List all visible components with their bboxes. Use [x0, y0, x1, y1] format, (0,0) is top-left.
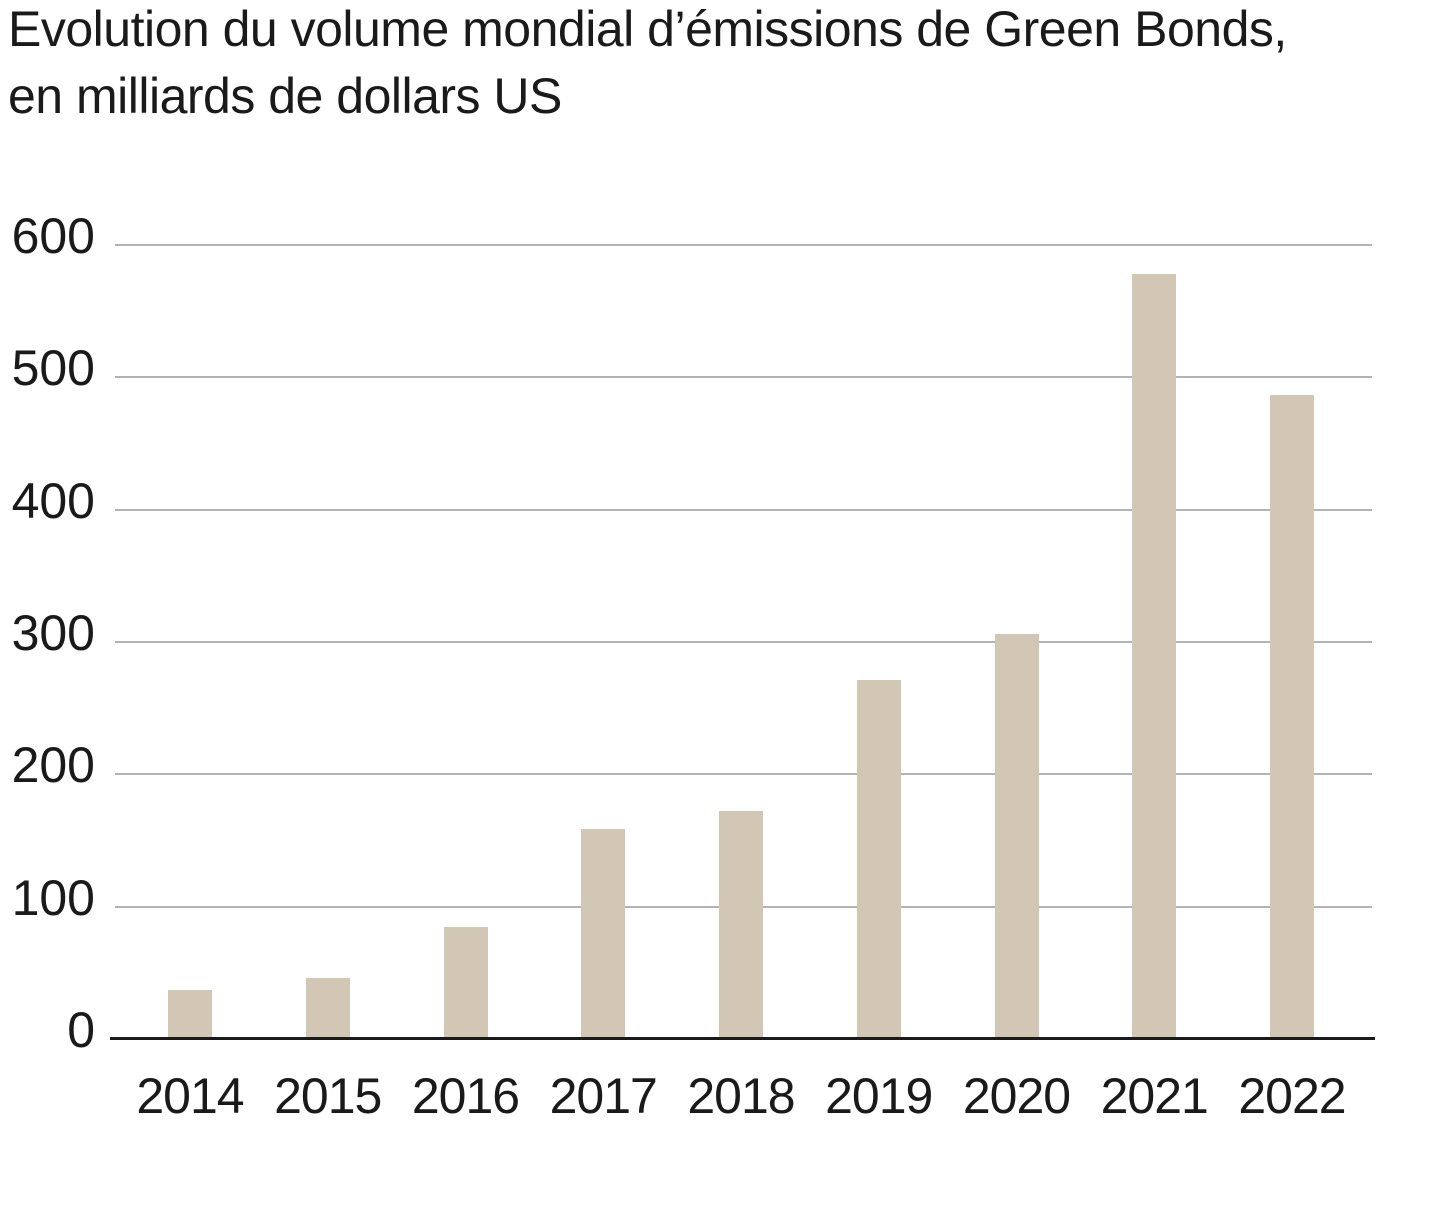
y-tick-label-200: 200 — [11, 737, 95, 794]
bar-2019 — [856, 680, 901, 1039]
x-tick-label-2019: 2019 — [825, 1068, 933, 1124]
y-tick-label-500: 500 — [11, 340, 95, 397]
bar-2018 — [719, 811, 763, 1039]
x-tick-label-2014: 2014 — [136, 1068, 244, 1124]
bar-2015 — [305, 978, 350, 1039]
y-tick-label-100: 100 — [11, 869, 95, 926]
x-tick-label-2021: 2021 — [1100, 1068, 1209, 1124]
x-axis-line — [110, 1037, 1375, 1040]
gridline-300 — [115, 641, 1372, 643]
gridline-400 — [115, 508, 1372, 511]
bar-2016 — [443, 926, 488, 1039]
bar-chart-plot-area: 0 100 200 300 400 500 600 2014 2015 2016 2017 2018… — [12, 208, 1375, 1124]
gridline-600 — [115, 244, 1372, 246]
gridline-200 — [115, 773, 1372, 776]
bar-2017 — [581, 828, 626, 1039]
chart-title: Evolution du volume mondial d’émissions … — [8, 1, 1287, 124]
bar-2020 — [994, 634, 1039, 1039]
x-tick-label-2015: 2015 — [274, 1068, 382, 1124]
gridline-500 — [115, 376, 1372, 379]
x-tick-label-2020: 2020 — [962, 1068, 1071, 1124]
x-tick-label-2016: 2016 — [411, 1068, 520, 1124]
y-tick-label-0: 0 — [67, 1002, 95, 1058]
y-tick-label-400: 400 — [11, 472, 95, 529]
bar-2021 — [1132, 274, 1177, 1039]
bar-2022 — [1270, 394, 1314, 1039]
y-tick-label-600: 600 — [11, 208, 95, 264]
x-tick-label-2018: 2018 — [687, 1068, 795, 1124]
y-tick-label-300: 300 — [11, 605, 95, 661]
x-tick-label-2017: 2017 — [549, 1068, 658, 1124]
bar-2014 — [168, 990, 212, 1039]
x-tick-label-2022: 2022 — [1238, 1068, 1346, 1124]
